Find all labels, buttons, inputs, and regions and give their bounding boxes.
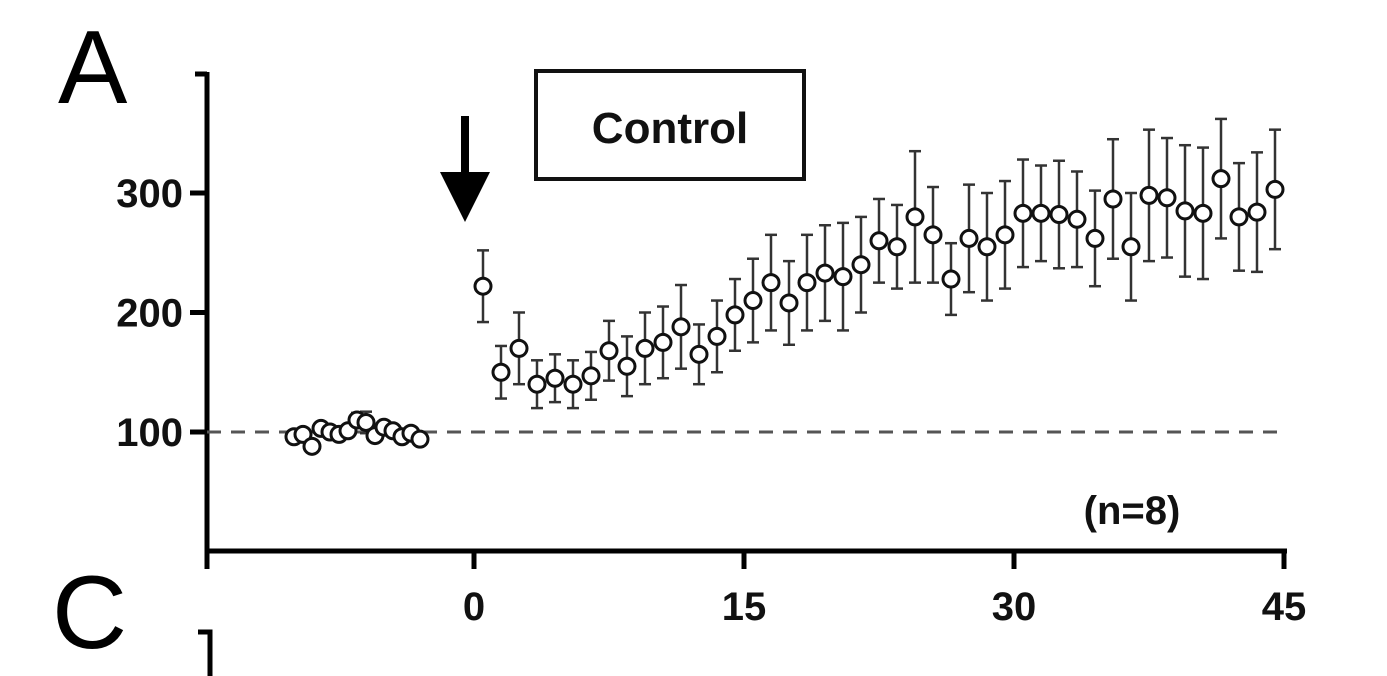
stimulus-arrow <box>440 116 490 222</box>
data-point <box>1229 207 1249 227</box>
data-point <box>1049 205 1069 225</box>
y-tick-label: 200 <box>116 292 183 336</box>
arrow-head <box>440 172 490 222</box>
data-point <box>941 269 961 289</box>
legend-box <box>534 69 806 181</box>
x-axis-ticks: 0 15 30 45 <box>204 551 1307 629</box>
data-point <box>1175 201 1195 221</box>
lower-panel-axis-fragment <box>198 629 213 676</box>
data-point <box>851 255 871 275</box>
data-point <box>725 305 745 325</box>
data-point <box>1247 202 1267 222</box>
data-point <box>1211 169 1231 189</box>
data-point <box>1121 237 1141 257</box>
data-point <box>563 374 583 394</box>
x-tick-label: 15 <box>722 585 767 629</box>
data-point <box>779 293 799 313</box>
y-axis-ticks: 100 200 300 <box>116 172 207 455</box>
data-point <box>761 273 781 293</box>
data-point <box>617 356 637 376</box>
data-point <box>545 368 565 388</box>
data-point <box>995 225 1015 245</box>
data-point <box>1013 203 1033 223</box>
data-point <box>1265 179 1285 199</box>
x-tick-label: 45 <box>1262 585 1307 629</box>
x-tick-label: 0 <box>463 585 485 629</box>
data-point <box>302 436 322 456</box>
data-point <box>509 338 529 358</box>
data-point <box>1067 209 1087 229</box>
data-point <box>671 317 691 337</box>
legend: Control <box>534 69 806 181</box>
data-point <box>1031 203 1051 223</box>
x-tick-label: 30 <box>992 585 1037 629</box>
data-point <box>491 362 511 382</box>
data-point <box>743 291 763 311</box>
data-point <box>707 326 727 346</box>
data-point <box>599 341 619 361</box>
data-point <box>905 207 925 227</box>
data-point <box>635 338 655 358</box>
data-point <box>797 273 817 293</box>
data-point <box>410 429 430 449</box>
data-point <box>833 267 853 287</box>
panel-label-c: C <box>52 555 127 671</box>
data-points <box>284 169 1285 456</box>
y-tick-label: 100 <box>116 411 183 455</box>
data-point <box>1193 203 1213 223</box>
data-point <box>1139 185 1159 205</box>
data-point <box>689 344 709 364</box>
legend-label: Control <box>592 104 748 153</box>
data-point <box>923 225 943 245</box>
data-point <box>887 237 907 257</box>
data-point <box>1157 188 1177 208</box>
data-point <box>1085 228 1105 248</box>
data-point <box>356 412 376 432</box>
data-point <box>815 263 835 283</box>
data-point <box>581 366 601 386</box>
data-point <box>473 276 493 296</box>
data-point <box>959 228 979 248</box>
panel-label-a: A <box>58 10 128 126</box>
data-point <box>977 237 997 257</box>
data-point <box>527 374 547 394</box>
data-point <box>1103 189 1123 209</box>
sample-size-note: (n=8) <box>1084 489 1181 533</box>
y-tick-label: 300 <box>116 172 183 216</box>
data-point <box>869 231 889 251</box>
data-point <box>653 332 673 352</box>
